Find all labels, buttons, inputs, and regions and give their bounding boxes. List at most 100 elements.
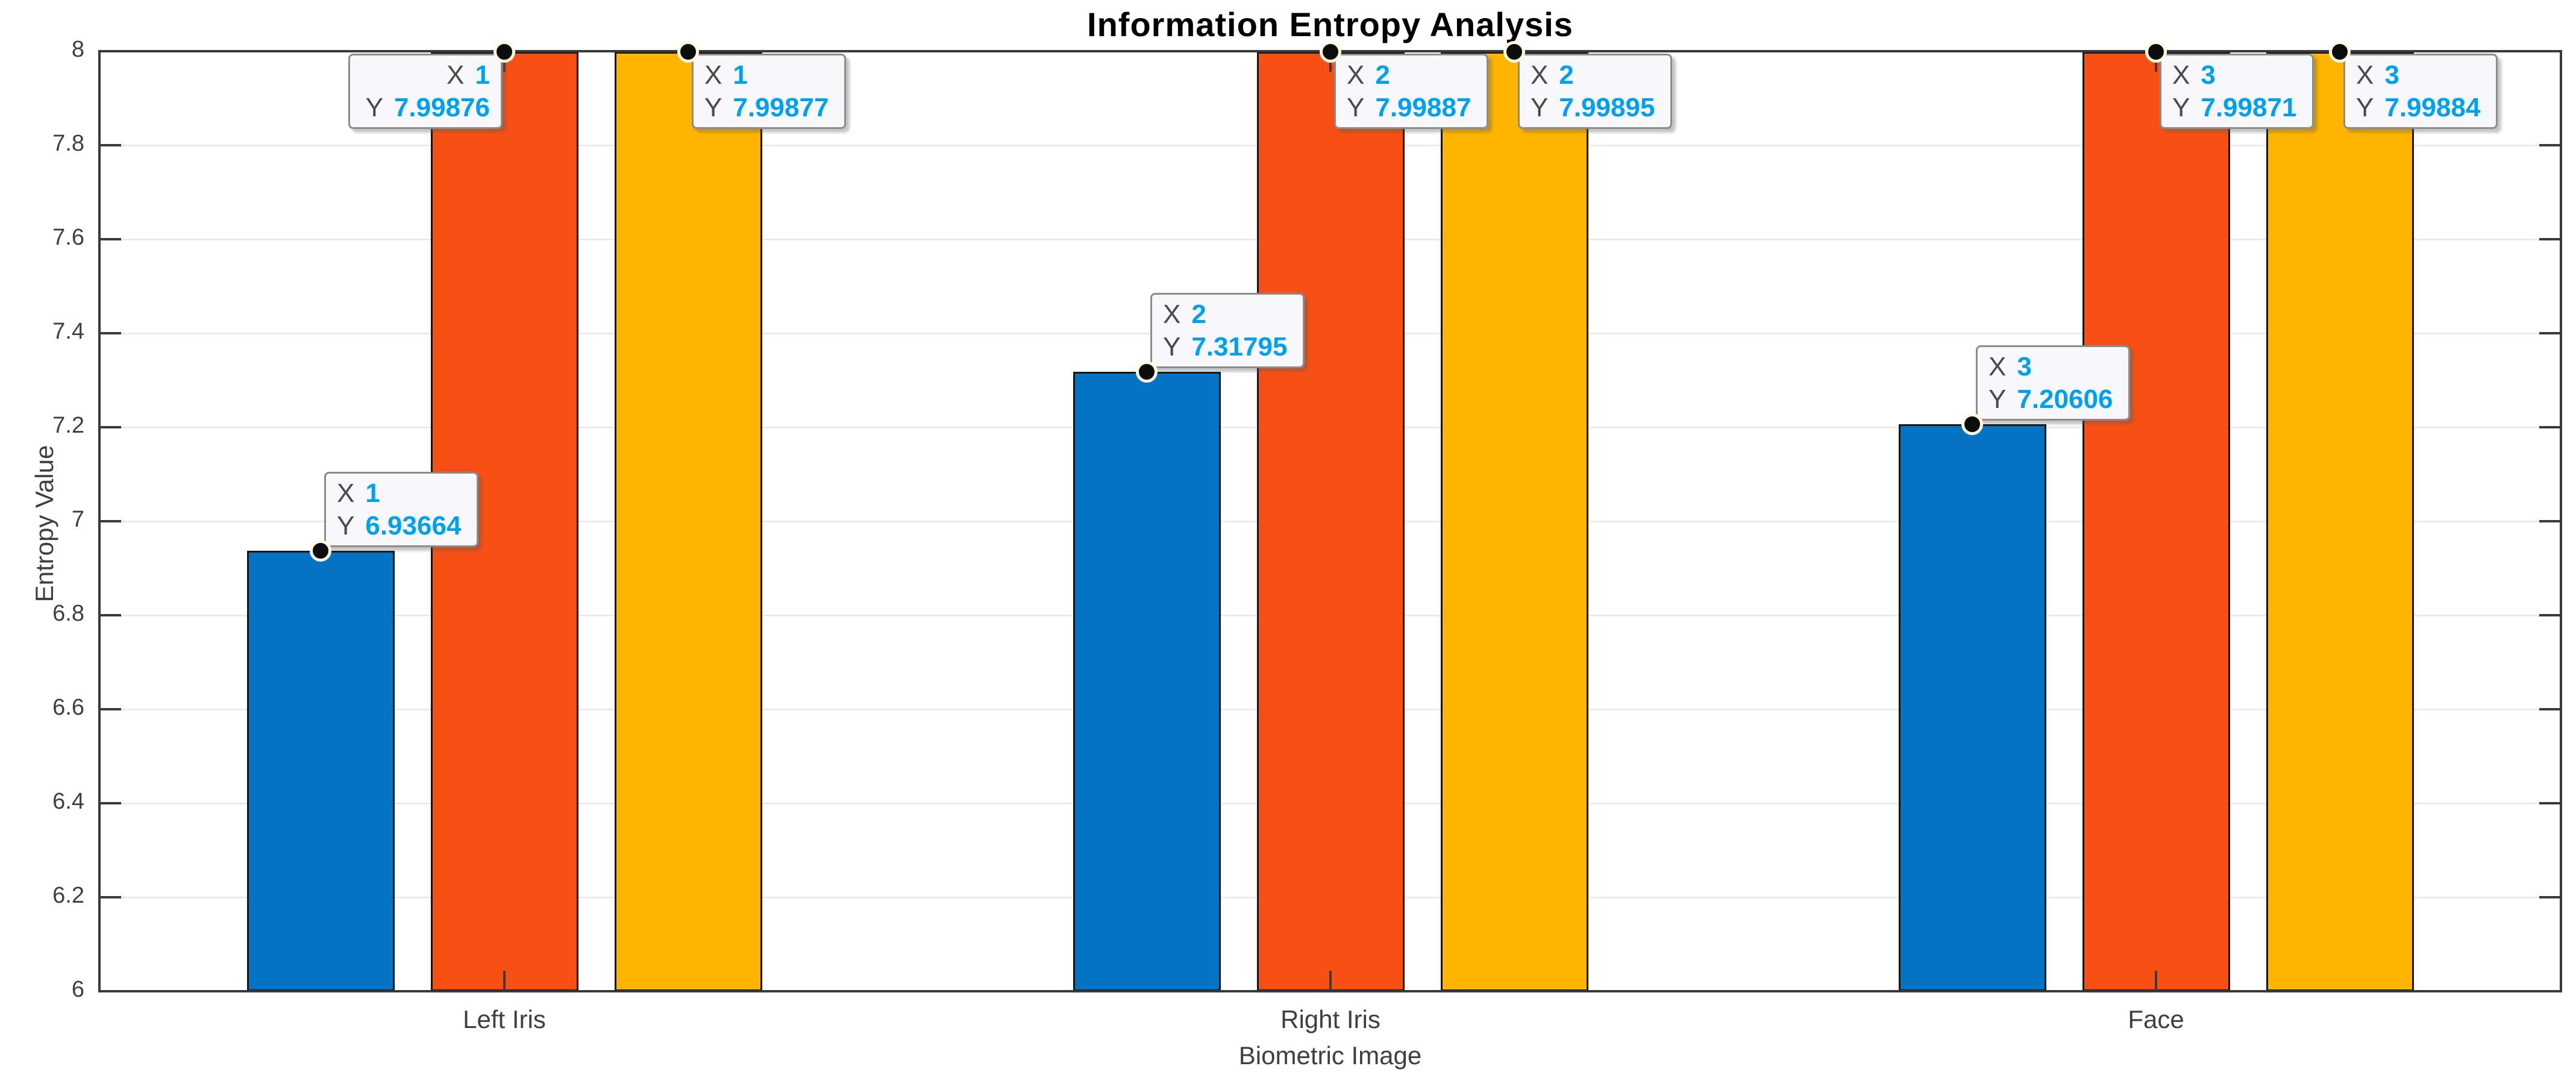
datatip-axis-letter: Y bbox=[1988, 384, 2007, 415]
x-tick-label: Left Iris bbox=[463, 1005, 546, 1033]
datatip-axis-letter: X bbox=[1163, 299, 1181, 329]
datatip-value: 6.93664 bbox=[365, 511, 462, 541]
y-tick-mark-right bbox=[2539, 896, 2561, 898]
datatip[interactable]: X 2 Y 7.31795 bbox=[1150, 292, 1305, 368]
y-tick-mark-right bbox=[2539, 802, 2561, 804]
datatip-marker[interactable] bbox=[1961, 413, 1983, 436]
datatip[interactable]: X 2 Y 7.99887 bbox=[1334, 53, 1488, 129]
y-tick-label: 8 bbox=[71, 37, 84, 62]
right-spine bbox=[2560, 50, 2562, 992]
y-tick-mark-right bbox=[2539, 708, 2561, 710]
datatip-marker[interactable] bbox=[1503, 40, 1525, 63]
datatip-row: Y 7.20606 bbox=[1988, 383, 2117, 416]
datatip-row: Y 7.99871 bbox=[2172, 92, 2301, 124]
y-tick-label: 6.8 bbox=[52, 601, 84, 626]
y-tick-label: 6 bbox=[71, 977, 84, 1002]
datatip[interactable]: X 1 Y 7.99876 bbox=[348, 53, 503, 129]
y-tick-label: 7.4 bbox=[52, 319, 84, 344]
datatip-marker[interactable] bbox=[494, 40, 515, 63]
y-tick-mark-right bbox=[2539, 520, 2561, 522]
datatip-axis-letter: Y bbox=[1347, 92, 1365, 122]
datatip-axis-letter: X bbox=[1347, 60, 1365, 90]
y-tick-mark bbox=[99, 708, 121, 710]
datatip[interactable]: X 1 Y 7.99877 bbox=[692, 53, 846, 129]
datatip[interactable]: X 2 Y 7.99895 bbox=[1518, 53, 1672, 129]
chart-title: Information Entropy Analysis bbox=[1087, 5, 1573, 43]
datatip-value: 2 bbox=[1375, 60, 1390, 90]
y-tick-label: 6.6 bbox=[52, 695, 84, 720]
y-tick-mark-right bbox=[2539, 614, 2561, 616]
y-tick-mark bbox=[99, 144, 121, 146]
y-tick-label: 7.8 bbox=[52, 131, 84, 156]
y-tick-label: 6.4 bbox=[52, 789, 84, 814]
y-tick-mark bbox=[99, 426, 121, 428]
datatip-marker[interactable] bbox=[677, 40, 699, 63]
bar-orange-right-iris[interactable] bbox=[1256, 51, 1405, 991]
datatip-marker[interactable] bbox=[310, 540, 331, 562]
plot-area bbox=[98, 50, 2562, 992]
datatip-marker[interactable] bbox=[2145, 41, 2167, 63]
x-axis-label: Biometric Image bbox=[1238, 1041, 1422, 1070]
datatip-axis-letter: X bbox=[1531, 60, 1549, 90]
datatip-row: Y 7.31795 bbox=[1163, 331, 1292, 363]
datatip-row: Y 6.93664 bbox=[337, 510, 466, 542]
y-tick-label: 7 bbox=[71, 507, 84, 532]
y-tick-mark bbox=[99, 614, 121, 616]
x-tick-label: Right Iris bbox=[1280, 1005, 1380, 1033]
bar-orange-face[interactable] bbox=[2082, 52, 2230, 991]
datatip-axis-letter: Y bbox=[1163, 331, 1181, 362]
datatip-value: 7.20606 bbox=[2017, 384, 2113, 415]
datatip-axis-letter: Y bbox=[2356, 92, 2374, 122]
datatip-row: Y 7.99887 bbox=[1347, 92, 1476, 124]
x-tick-label: Face bbox=[2128, 1005, 2184, 1033]
datatip-marker[interactable] bbox=[1320, 40, 1341, 63]
y-tick-mark-right bbox=[2539, 238, 2561, 240]
bar-blue-face[interactable] bbox=[1898, 424, 2046, 991]
datatip-axis-letter: Y bbox=[704, 92, 722, 122]
datatip[interactable]: X 3 Y 7.20606 bbox=[1976, 345, 2130, 421]
datatip-value: 3 bbox=[2017, 352, 2032, 382]
x-axis-line bbox=[98, 990, 2562, 992]
datatip-value: 7.99877 bbox=[733, 92, 829, 122]
bar-blue-left-iris[interactable] bbox=[246, 551, 395, 991]
datatip-value: 1 bbox=[475, 60, 490, 90]
x-tick-mark-bottom bbox=[2155, 971, 2157, 991]
datatip-value: 7.99887 bbox=[1375, 92, 1471, 122]
datatip-axis-letter: X bbox=[704, 60, 722, 90]
datatip-value: 2 bbox=[1191, 299, 1206, 329]
datatip[interactable]: X 3 Y 7.99884 bbox=[2343, 53, 2498, 129]
datatip-marker[interactable] bbox=[2329, 40, 2351, 63]
datatip[interactable]: X 3 Y 7.99871 bbox=[2160, 54, 2314, 129]
datatip-axis-letter: Y bbox=[337, 511, 355, 541]
bar-blue-right-iris[interactable] bbox=[1073, 371, 1221, 991]
datatip-value: 3 bbox=[2201, 60, 2216, 90]
datatip[interactable]: X 1 Y 6.93664 bbox=[324, 472, 478, 548]
y-tick-mark-right bbox=[2539, 144, 2561, 146]
datatip-axis-letter: X bbox=[1988, 352, 2007, 382]
y-tick-mark-right bbox=[2539, 332, 2561, 334]
datatip-axis-letter: X bbox=[2356, 60, 2374, 90]
datatip-value: 7.99884 bbox=[2384, 92, 2481, 122]
datatip-axis-letter: X bbox=[447, 60, 465, 90]
datatip-value: 1 bbox=[365, 478, 380, 509]
datatip-value: 2 bbox=[1559, 60, 1574, 90]
datatip-marker[interactable] bbox=[1136, 360, 1158, 383]
bar-yellow-left-iris[interactable] bbox=[614, 51, 762, 991]
bar-yellow-face[interactable] bbox=[2266, 51, 2414, 991]
x-tick-mark-bottom bbox=[1329, 971, 1332, 991]
bar-yellow-right-iris[interactable] bbox=[1440, 51, 1588, 991]
datatip-value: 7.31795 bbox=[1191, 331, 1288, 362]
datatip-row: Y 7.99895 bbox=[1531, 92, 1659, 124]
datatip-value: 3 bbox=[2384, 60, 2399, 90]
y-tick-mark-right bbox=[2539, 426, 2561, 428]
datatip-axis-letter: X bbox=[337, 478, 355, 509]
